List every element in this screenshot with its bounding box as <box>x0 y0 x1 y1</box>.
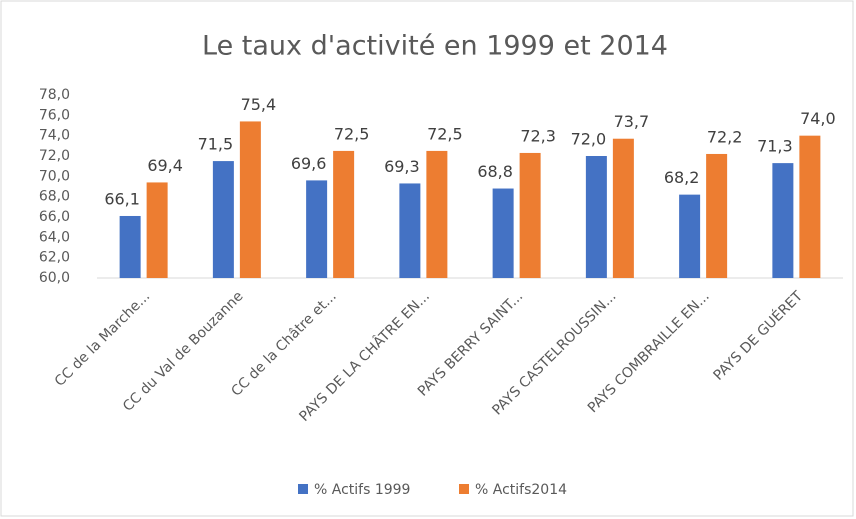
bar <box>306 180 328 278</box>
value-label: 72,2 <box>707 127 743 146</box>
y-tick-label: 76,0 <box>39 107 70 123</box>
y-tick-label: 66,0 <box>39 209 70 225</box>
y-tick-label: 78,0 <box>39 87 70 103</box>
value-label: 72,5 <box>427 124 463 143</box>
y-tick-label: 62,0 <box>39 250 70 266</box>
bar <box>706 153 728 278</box>
y-tick-label: 64,0 <box>39 229 70 245</box>
value-label: 68,8 <box>477 162 513 181</box>
y-tick-label: 70,0 <box>39 168 70 184</box>
y-tick-label: 72,0 <box>39 148 70 164</box>
bar <box>212 161 234 278</box>
y-tick-label: 68,0 <box>39 189 70 205</box>
bar <box>399 183 421 278</box>
bar <box>679 194 701 278</box>
bar <box>612 138 634 278</box>
bar <box>119 215 141 278</box>
legend-label: % Actifs2014 <box>475 482 567 498</box>
value-label: 69,3 <box>384 157 420 176</box>
legend-swatch <box>298 484 308 494</box>
bar <box>426 150 448 278</box>
value-label: 71,5 <box>198 135 234 154</box>
value-label: 69,4 <box>147 156 183 175</box>
y-tick-label: 74,0 <box>39 128 70 144</box>
y-tick-label: 60,0 <box>39 270 70 286</box>
value-label: 72,5 <box>334 124 370 143</box>
value-label: 73,7 <box>614 112 650 131</box>
bar <box>585 156 607 278</box>
bar <box>333 150 355 278</box>
bar <box>519 152 541 278</box>
value-label: 66,1 <box>104 189 140 208</box>
bar <box>799 135 821 278</box>
bar <box>772 163 794 278</box>
value-label: 72,3 <box>520 126 556 145</box>
bar <box>492 188 514 278</box>
value-label: 74,0 <box>800 109 836 128</box>
value-label: 71,3 <box>757 137 793 156</box>
value-label: 72,0 <box>571 130 607 149</box>
value-label: 69,6 <box>291 154 327 173</box>
legend-swatch <box>459 484 469 494</box>
bar <box>146 182 168 278</box>
chart-title: Le taux d'activité en 1999 et 2014 <box>202 31 668 62</box>
legend-label: % Actifs 1999 <box>314 482 410 498</box>
value-label: 68,2 <box>664 168 700 187</box>
value-label: 75,4 <box>241 95 277 114</box>
bar <box>239 121 261 278</box>
